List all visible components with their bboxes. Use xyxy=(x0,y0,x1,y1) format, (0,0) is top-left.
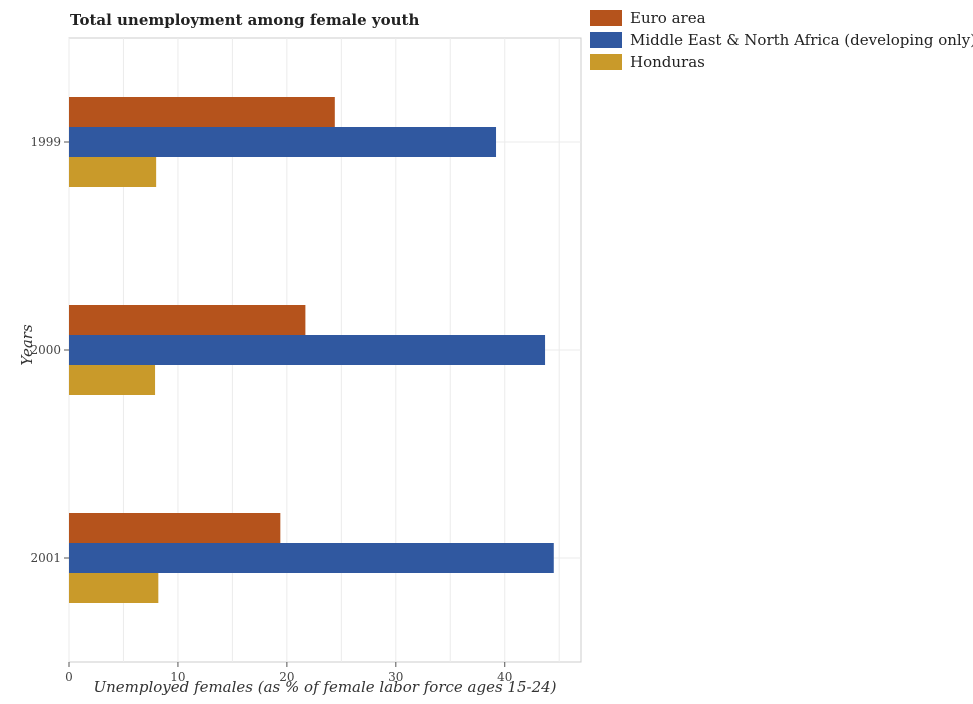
bar-euro-area-1999 xyxy=(69,97,335,127)
bars xyxy=(69,97,554,603)
bar-middle-east-north-africa-developing-only-2000 xyxy=(69,335,546,365)
legend-swatch xyxy=(590,10,622,26)
chart-title: Total unemployment among female youth xyxy=(70,11,419,29)
bar-middle-east-north-africa-developing-only-1999 xyxy=(69,127,497,157)
bar-honduras-2001 xyxy=(69,573,159,603)
y-axis-label: Years xyxy=(18,324,36,366)
legend-label: Middle East & North Africa (developing o… xyxy=(630,31,973,49)
legend-label: Euro area xyxy=(630,9,706,27)
legend: Euro area Middle East & North Africa (dev… xyxy=(590,9,973,71)
legend-label: Honduras xyxy=(630,53,705,71)
x-tick-label: 0 xyxy=(65,670,73,684)
y-tick-label: 2000 xyxy=(30,343,61,357)
bar-euro-area-2001 xyxy=(69,513,281,543)
x-tick-label: 40 xyxy=(497,670,512,684)
x-axis-ticks: 0 10 20 30 40 xyxy=(65,662,512,684)
y-tick-label: 2001 xyxy=(30,551,61,565)
bar-euro-area-2000 xyxy=(69,305,306,335)
legend-swatch xyxy=(590,32,622,48)
legend-swatch xyxy=(590,54,622,70)
bar-middle-east-north-africa-developing-only-2001 xyxy=(69,543,554,573)
x-tick-label: 30 xyxy=(388,670,403,684)
x-axis-label: Unemployed females (as % of female labor… xyxy=(93,678,556,696)
y-tick-label: 1999 xyxy=(30,135,61,149)
x-tick-label: 20 xyxy=(279,670,294,684)
y-axis-ticks: 1999 2000 2001 xyxy=(30,135,69,565)
bar-honduras-1999 xyxy=(69,157,157,187)
x-tick-label: 10 xyxy=(170,670,185,684)
bar-honduras-2000 xyxy=(69,365,156,395)
